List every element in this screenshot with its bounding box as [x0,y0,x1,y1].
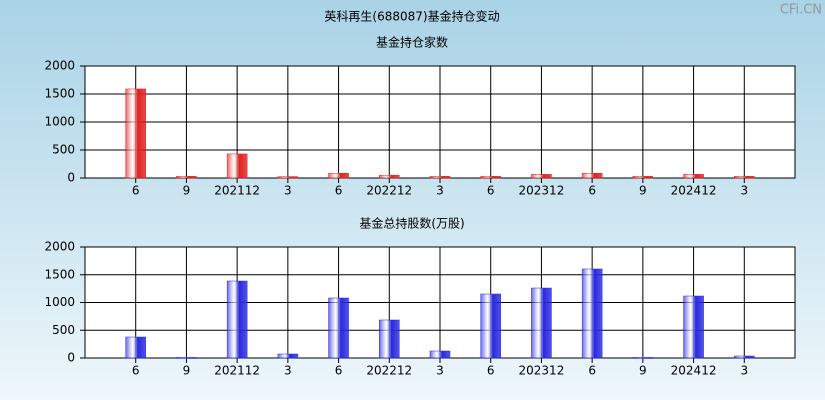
bar [379,319,400,359]
x-tick-label: 9 [183,364,191,378]
x-tick-label: 6 [588,364,596,378]
bar [734,176,755,179]
x-tick-label: 3 [740,184,748,198]
x-tick-label: 6 [132,364,140,378]
x-tick-label: 202112 [214,184,260,198]
bar [429,350,451,359]
bar [328,172,349,179]
x-tick-label: 202212 [366,184,412,198]
y-tick-label: 1500 [44,267,75,281]
x-tick-label: 3 [436,364,444,378]
watermark: CFi.CN [780,3,822,18]
chart-title: 基金持仓家数 [376,35,448,50]
x-tick-label: 9 [639,364,647,378]
y-tick-label: 2000 [44,59,75,73]
y-tick-label: 2000 [44,240,75,254]
y-tick-label: 0 [67,351,75,365]
x-tick-label: 3 [740,364,748,378]
bar [379,174,400,179]
x-tick-label: 3 [284,364,292,378]
bar [328,297,349,359]
y-tick-label: 0 [67,171,75,185]
y-tick-label: 500 [52,143,75,157]
x-tick-label: 3 [284,184,292,198]
bar [480,176,501,179]
x-tick-label: 202112 [214,364,260,378]
chart-title: 基金总持股数(万股) [359,216,464,231]
bar [226,280,248,359]
bar [581,172,603,179]
bar [632,176,654,179]
x-tick-label: 202412 [671,364,717,378]
bar [632,357,654,359]
bar [125,88,146,179]
bar [277,176,299,179]
bar [683,295,704,359]
y-tick-label: 1000 [44,295,75,309]
x-tick-label: 6 [335,364,343,378]
x-tick-label: 202312 [519,184,565,198]
x-tick-label: 9 [183,184,191,198]
bar [581,268,603,359]
bar [734,355,755,359]
x-tick-label: 6 [487,364,495,378]
bar [480,293,501,359]
y-tick-label: 1500 [44,87,75,101]
bar [125,336,146,359]
x-tick-label: 9 [639,184,647,198]
x-tick-label: 6 [335,184,343,198]
x-tick-label: 6 [588,184,596,198]
bar [176,176,197,179]
x-tick-label: 202212 [366,364,412,378]
y-tick-label: 500 [52,323,75,337]
bar [176,357,197,359]
x-tick-label: 202412 [671,184,717,198]
bar [429,176,451,179]
bar [226,153,248,179]
x-tick-label: 6 [132,184,140,198]
bar [531,174,552,179]
page-title: 英科再生(688087)基金持仓变动 [324,9,499,24]
x-tick-label: 202312 [519,364,565,378]
x-tick-label: 3 [436,184,444,198]
bar [277,353,299,359]
bar [531,287,552,359]
y-tick-label: 1000 [44,115,75,129]
x-tick-label: 6 [487,184,495,198]
bar [683,174,704,179]
